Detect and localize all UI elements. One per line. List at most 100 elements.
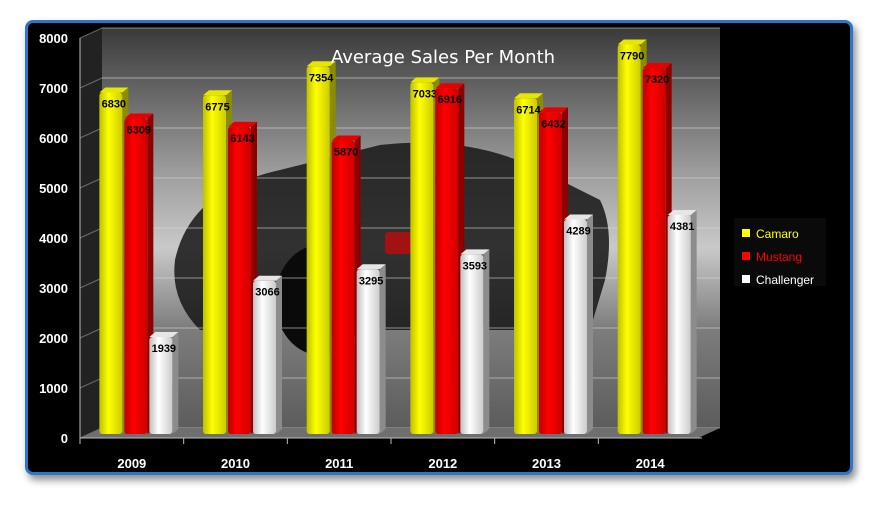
bar-top — [124, 113, 154, 119]
data-label: 4289 — [566, 226, 590, 238]
bar-camaro-2011 — [306, 61, 336, 435]
legend-swatch-camaro — [742, 229, 750, 237]
bar-mustang-2011 — [331, 135, 361, 434]
bar-top — [99, 87, 129, 93]
bar-front — [228, 126, 251, 434]
y-tick-label: 7000 — [39, 81, 68, 96]
x-tick-label: 2014 — [636, 456, 666, 471]
bar-side — [587, 214, 593, 434]
data-label: 3295 — [359, 275, 383, 287]
y-tick-label: 5000 — [39, 181, 68, 196]
bar-top — [514, 93, 543, 99]
legend-label-camaro: Camaro — [756, 227, 799, 241]
bar-front — [99, 92, 123, 434]
data-label: 6309 — [127, 125, 151, 137]
data-label: 7790 — [620, 51, 644, 63]
bar-top — [331, 135, 361, 141]
bar-top — [253, 275, 282, 281]
bar-front — [460, 254, 484, 434]
y-tick-label: 4000 — [39, 231, 68, 246]
bar-front — [203, 95, 226, 434]
data-label: 6775 — [205, 101, 229, 113]
x-tick-label: 2013 — [532, 456, 561, 471]
bar-top — [539, 107, 568, 113]
bar-top — [435, 83, 465, 89]
bar-side — [379, 264, 386, 434]
bar-top — [564, 214, 593, 220]
bar-top — [410, 77, 440, 83]
bar-front — [617, 44, 641, 434]
bar-camaro-2009 — [99, 87, 129, 434]
gridline-side — [79, 127, 103, 139]
y-tick-label: 6000 — [39, 131, 68, 146]
bar-front — [642, 68, 666, 434]
bar-challenger-2012 — [460, 249, 490, 434]
x-tick-label: 2011 — [325, 456, 353, 471]
bar-top — [642, 63, 672, 68]
bar-mustang-2014 — [642, 63, 672, 434]
data-label: 6916 — [438, 94, 462, 106]
bar-top — [149, 332, 179, 338]
bar-front — [124, 118, 148, 435]
bar-front — [435, 88, 459, 434]
bar-side — [690, 209, 697, 434]
bar-front — [539, 112, 562, 435]
gridline-side — [79, 327, 103, 339]
data-label: 1939 — [152, 343, 176, 355]
bar-top — [356, 264, 386, 270]
bar-front — [514, 98, 537, 435]
data-label: 7033 — [413, 88, 437, 100]
data-label: 3066 — [255, 287, 279, 299]
bar-front — [253, 280, 276, 434]
data-label: 6432 — [541, 118, 565, 130]
bar-front — [306, 66, 330, 435]
x-tick-label: 2010 — [221, 456, 250, 471]
data-label: 6714 — [516, 104, 541, 116]
chart-title: Average Sales Per Month — [331, 47, 555, 68]
bar-challenger-2013 — [564, 214, 593, 434]
bar-top — [306, 61, 336, 67]
bar-front — [667, 214, 691, 434]
data-label: 6143 — [230, 133, 254, 145]
legend-label-mustang: Mustang — [756, 250, 802, 264]
bar-mustang-2009 — [124, 113, 154, 435]
bar-camaro-2012 — [410, 77, 440, 434]
y-tick-label: 1000 — [39, 381, 68, 396]
gridline-side — [79, 27, 103, 39]
bar-top — [228, 121, 257, 127]
x-tick-label: 2012 — [428, 456, 457, 471]
legend-swatch-mustang — [742, 252, 750, 260]
bar-top — [203, 90, 232, 96]
bar-front — [410, 82, 434, 434]
bar-side — [172, 332, 179, 434]
data-label: 6830 — [102, 99, 126, 111]
bar-challenger-2014 — [667, 209, 697, 434]
bar-side — [276, 275, 282, 434]
bar-challenger-2010 — [253, 275, 282, 434]
bar-front — [356, 269, 380, 434]
data-label: 7320 — [645, 74, 669, 86]
bar-top — [667, 209, 697, 215]
bar-camaro-2014 — [617, 39, 647, 434]
data-label: 3593 — [463, 260, 487, 272]
bar-mustang-2012 — [435, 83, 465, 434]
bar-camaro-2010 — [203, 90, 232, 434]
gridline-side — [79, 377, 103, 389]
data-label: 5870 — [334, 147, 358, 159]
bar-top — [617, 39, 647, 45]
gridline-side — [79, 277, 103, 289]
y-tick-label: 3000 — [39, 281, 68, 296]
bar-mustang-2013 — [539, 107, 568, 435]
bar-front — [564, 219, 587, 434]
bar-camaro-2013 — [514, 93, 543, 435]
legend-swatch-challenger — [742, 275, 750, 283]
y-tick-label: 8000 — [39, 31, 68, 46]
y-tick-label: 2000 — [39, 331, 68, 346]
bar-challenger-2009 — [149, 332, 179, 434]
gridline-side — [79, 77, 103, 89]
legend-label-challenger: Challenger — [756, 273, 814, 287]
bar-top — [460, 249, 490, 255]
data-label: 4381 — [670, 221, 694, 233]
bar-mustang-2010 — [228, 121, 257, 434]
